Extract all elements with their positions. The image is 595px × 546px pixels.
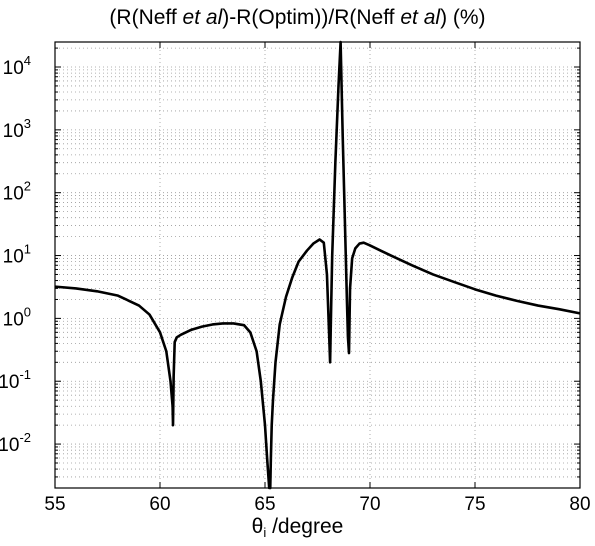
title-part-middle: )-R(Optim))/R(Neff xyxy=(222,6,401,29)
y-tick-label: 10-1 xyxy=(0,367,31,393)
x-tick-label: 55 xyxy=(44,494,65,515)
x-tick-label: 70 xyxy=(359,494,380,515)
y-tick-label: 102 xyxy=(3,179,31,205)
tick-layer xyxy=(54,42,581,488)
y-tick-label: 104 xyxy=(3,53,31,79)
grid-layer xyxy=(55,42,580,488)
x-tick-label: 65 xyxy=(254,494,275,515)
title-part-open: (R(Neff xyxy=(109,6,183,29)
title-part-italic-1: et al xyxy=(182,6,223,29)
x-axis-label-subscript: i xyxy=(263,525,267,540)
x-axis-label-symbol: θ xyxy=(251,515,264,538)
x-tick-label: 60 xyxy=(149,494,170,515)
title-part-close: ) (%) xyxy=(440,6,486,29)
chart-title: (R(Neff et al)-R(Optim))/R(Neff et al) (… xyxy=(0,4,595,32)
y-tick-label: 101 xyxy=(3,242,31,268)
y-tick-label: 10-2 xyxy=(0,430,31,456)
y-tick-label: 103 xyxy=(3,116,31,142)
y-tick-label: 100 xyxy=(3,304,31,330)
x-tick-label: 75 xyxy=(464,494,485,515)
x-axis-label: θi /degree xyxy=(0,514,595,546)
tick-label-layer: 55 60 65 70 75 80 10-2 10-1 100 101 102 103 104 xyxy=(0,53,591,515)
series-layer xyxy=(54,40,581,490)
title-part-italic-2: et al xyxy=(400,6,441,29)
axes-frame xyxy=(54,41,581,489)
x-tick-label: 80 xyxy=(569,494,590,515)
x-axis-label-unit: /degree xyxy=(266,515,344,538)
series-line xyxy=(54,40,581,490)
